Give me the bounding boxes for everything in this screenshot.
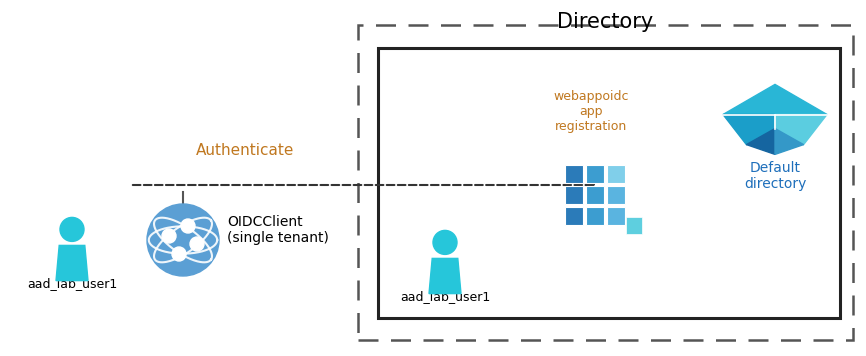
Text: Directory: Directory <box>558 12 654 32</box>
Circle shape <box>162 229 176 243</box>
Text: aad_lab_user1: aad_lab_user1 <box>400 290 490 303</box>
Bar <box>565 206 583 225</box>
Circle shape <box>181 219 195 233</box>
Polygon shape <box>429 258 461 294</box>
Bar <box>625 217 642 234</box>
Text: Authenticate: Authenticate <box>196 143 294 158</box>
Bar <box>606 164 624 183</box>
Circle shape <box>190 237 204 251</box>
Circle shape <box>172 247 186 261</box>
Bar <box>378 48 840 318</box>
Polygon shape <box>723 115 775 145</box>
Bar <box>585 185 604 204</box>
Bar <box>565 164 583 183</box>
Bar <box>585 206 604 225</box>
Circle shape <box>147 204 219 276</box>
Circle shape <box>433 230 457 255</box>
Text: OIDCClient
(single tenant): OIDCClient (single tenant) <box>227 215 329 245</box>
Polygon shape <box>56 245 88 281</box>
Text: aad_lab_user1: aad_lab_user1 <box>27 277 117 290</box>
Polygon shape <box>746 129 775 155</box>
Bar <box>565 185 583 204</box>
Circle shape <box>60 218 84 241</box>
Bar <box>585 164 604 183</box>
Polygon shape <box>775 129 804 155</box>
Bar <box>358 25 853 340</box>
Bar <box>606 206 624 225</box>
Text: Default
directory: Default directory <box>744 161 806 191</box>
Polygon shape <box>775 115 827 145</box>
Text: webappoidc
app
registration: webappoidc app registration <box>553 90 629 133</box>
Bar <box>606 185 624 204</box>
Polygon shape <box>723 84 827 115</box>
